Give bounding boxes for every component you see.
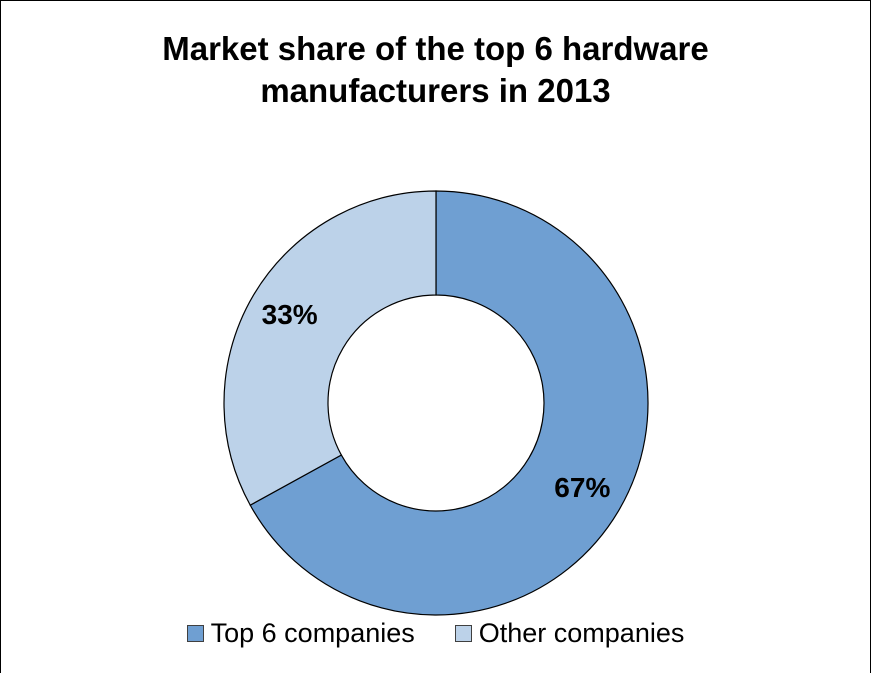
slice-top-6 (249, 190, 649, 616)
legend-label-top-6: Top 6 companies (210, 618, 415, 648)
legend-item-other: Other companies (454, 618, 685, 649)
data-label-other: 33% (262, 299, 318, 330)
legend-swatch-other (454, 625, 472, 642)
data-label-top-6: 67% (554, 472, 610, 503)
chart-title-line-2: manufacturers in 2013 (260, 72, 611, 109)
legend-label-other: Other companies (478, 618, 685, 648)
chart-title: Market share of the top 6 hardware manuf… (0, 28, 871, 112)
chart-title-line-1: Market share of the top 6 hardware (162, 30, 709, 67)
legend-item-top-6: Top 6 companies (186, 618, 415, 649)
legend-swatch-top-6 (186, 625, 204, 642)
legend: Top 6 companies Other companies (0, 618, 871, 649)
slice-other (223, 190, 437, 506)
